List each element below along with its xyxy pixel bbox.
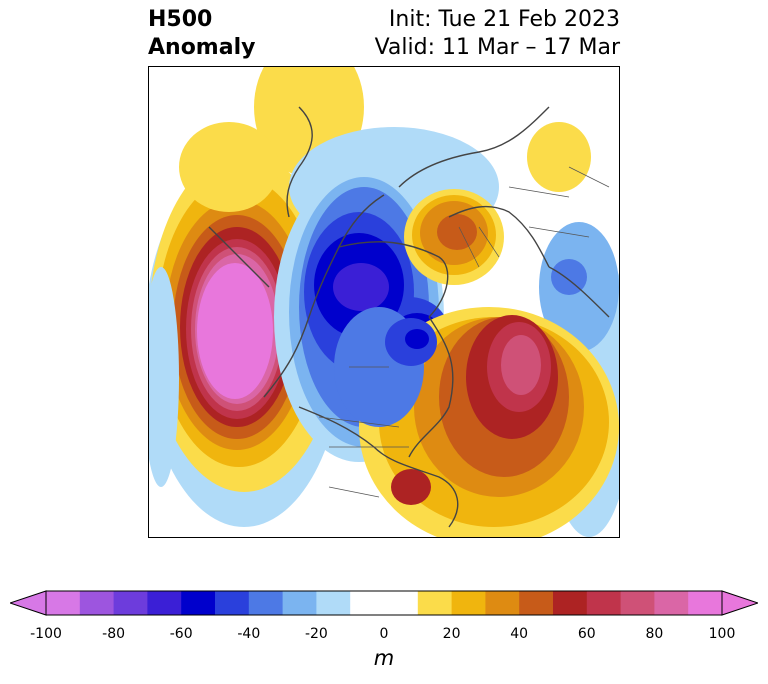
borders	[318, 166, 610, 498]
colorbar-swatch	[350, 591, 385, 615]
title-line-1: H500	[148, 7, 213, 32]
colorbar-swatch	[316, 591, 351, 615]
colorbar-swatch	[586, 591, 622, 615]
colorbar-tick-label: -60	[169, 626, 193, 642]
colorbar-over-arrow	[722, 591, 758, 615]
colorbar-swatch	[451, 591, 486, 615]
colorbar-swatch	[384, 591, 419, 615]
colorbar-swatch	[654, 591, 689, 615]
coastlines	[208, 106, 610, 528]
pacific-trough-edge	[149, 267, 179, 487]
colorbar-swatch	[519, 591, 554, 615]
colorbar-swatch	[620, 591, 655, 615]
colorbar	[10, 590, 758, 616]
colorbar-under-arrow	[10, 591, 46, 615]
colorbar-swatches	[46, 591, 723, 615]
colorbar-swatch	[147, 591, 182, 615]
colorbar-swatch	[417, 591, 453, 615]
title-line-2: Anomaly	[148, 35, 256, 60]
anomaly-map-svg	[149, 67, 619, 537]
colorbar-swatch	[282, 591, 317, 615]
colorbar-tick-label: 100	[708, 626, 736, 642]
colorbar-swatch	[553, 591, 588, 615]
date-info: Init: Tue 21 Feb 2023 Valid: 11 Mar – 17…	[375, 6, 620, 62]
chart-title: H500 Anomaly	[148, 6, 255, 62]
colorbar-swatch	[46, 591, 81, 615]
colorbar-tick-label: -80	[102, 626, 126, 642]
colorbar-swatch	[79, 591, 115, 615]
colorbar-tick-label: -40	[237, 626, 261, 642]
europe-ridge	[404, 189, 504, 285]
colorbar-tick-label: -100	[30, 626, 62, 642]
colorbar-over-outline	[721, 590, 758, 616]
hudson-core	[405, 329, 429, 349]
colorbar-swatch	[113, 591, 148, 615]
colorbar-swatch	[485, 591, 520, 615]
anomaly-map	[148, 66, 620, 538]
colorbar-tick-label: 0	[379, 626, 389, 642]
colorbar-swatch	[248, 591, 284, 615]
atlantic-ridge	[359, 307, 619, 537]
colorbar-tick-label: 40	[510, 626, 529, 642]
colorbar-swatch	[181, 591, 216, 615]
colorbar-swatch	[215, 591, 250, 615]
colorbar-tick-label: 80	[645, 626, 664, 642]
valid-range: Valid: 11 Mar – 17 Mar	[374, 35, 620, 60]
init-date: Init: Tue 21 Feb 2023	[388, 7, 620, 32]
pacific-ridge	[149, 152, 344, 527]
colorbar-tick-label: -20	[304, 626, 328, 642]
siberia-anomaly	[527, 122, 591, 192]
colorbar-swatch	[688, 591, 723, 615]
colorbar-unit-label: m	[373, 646, 395, 670]
colorbar-tick-label: 60	[577, 626, 596, 642]
colorbar-under-outline	[10, 590, 47, 616]
colorbar-tick-label: 20	[442, 626, 461, 642]
